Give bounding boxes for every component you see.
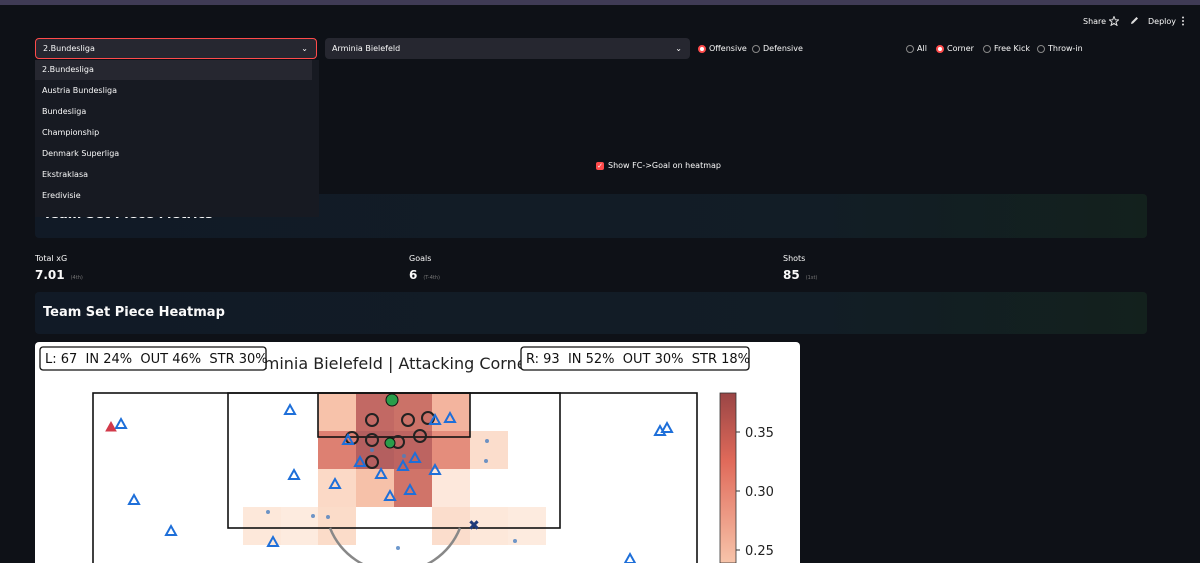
colorbar-tick: 0.35 [745, 426, 774, 441]
radio-dot[interactable] [936, 44, 944, 53]
metric-rank: (1st) [805, 275, 818, 281]
radio-label: Throw-in [1048, 44, 1083, 53]
league-option[interactable]: Austria Bundesliga [42, 86, 118, 95]
metric-label: Goals [409, 254, 432, 263]
heatmap-image: ✖ Arminia Bielefeld | Attacking Corners … [35, 342, 800, 563]
metric-rank: (4th) [70, 275, 83, 281]
chart-title: Arminia Bielefeld | Attacking Corners [246, 354, 541, 373]
top-strip [0, 0, 1200, 5]
metric-value: 7.01 (4th) [35, 268, 83, 282]
metric-value: 6 (T-4th) [409, 268, 440, 282]
right-stats-box: R: 93 IN 52% OUT 30% STR 18% [526, 352, 750, 367]
metric-label: Shots [783, 254, 806, 263]
league-option[interactable]: Eredivisie [42, 191, 81, 200]
radio-option[interactable]: Corner [936, 44, 974, 54]
league-option[interactable]: Championship [42, 128, 100, 137]
star-icon[interactable] [1109, 16, 1119, 26]
checkbox-label: Show FC->Goal on heatmap [608, 161, 721, 170]
league-option[interactable]: Bundesliga [42, 107, 87, 116]
metric-number: 7.01 [35, 268, 65, 282]
radio-dot[interactable] [698, 44, 706, 53]
league-option[interactable]: Ekstraklasa [42, 170, 89, 179]
radio-label: Corner [947, 44, 974, 53]
heatmap-section-header: Team Set Piece Heatmap [35, 292, 1147, 334]
colorbar-tick: 0.25 [745, 544, 774, 559]
radio-option[interactable]: Throw-in [1037, 44, 1083, 54]
league-select[interactable]: 2.Bundesliga ⌄ [35, 38, 317, 59]
team-select-value: Arminia Bielefeld [332, 44, 401, 53]
checkbox-box[interactable]: ✓ [596, 161, 604, 170]
league-option[interactable]: Denmark Superliga [42, 149, 120, 158]
metric-number: 85 [783, 268, 800, 282]
radio-dot[interactable] [983, 44, 991, 53]
svg-text:✖: ✖ [468, 518, 480, 534]
league-option[interactable]: 2.Bundesliga [35, 60, 312, 80]
radio-label: Offensive [709, 44, 747, 53]
metric-value: 85 (1st) [783, 268, 817, 282]
radio-option[interactable]: Free Kick [983, 44, 1030, 54]
share-button[interactable]: Share [1083, 17, 1107, 26]
radio-option[interactable]: All [906, 44, 927, 54]
deploy-button[interactable]: Deploy [1148, 17, 1177, 26]
metric-label: Total xG [35, 254, 68, 263]
menu-icon[interactable] [1181, 16, 1185, 26]
radio-dot[interactable] [1037, 44, 1045, 53]
metric-number: 6 [409, 268, 418, 282]
radio-dot[interactable] [752, 44, 760, 53]
radio-label: All [917, 44, 927, 53]
radio-dot[interactable] [906, 44, 914, 53]
radio-option[interactable]: Offensive [698, 44, 747, 54]
heatmap-section-title: Team Set Piece Heatmap [43, 305, 225, 320]
team-select[interactable]: Arminia Bielefeld ⌄ [325, 38, 690, 59]
league-dropdown: 2.Bundesliga Austria Bundesliga Bundesliga… [35, 60, 319, 217]
fc-goal-checkbox[interactable]: ✓ Show FC->Goal on heatmap [596, 161, 721, 171]
radio-label: Free Kick [994, 44, 1031, 53]
colorbar-tick: 0.30 [745, 485, 774, 500]
radio-label: Defensive [763, 44, 803, 53]
left-stats-box: L: 67 IN 24% OUT 46% STR 30% [45, 352, 268, 367]
league-select-value: 2.Bundesliga [43, 44, 95, 53]
edit-icon[interactable] [1130, 16, 1139, 25]
radio-option[interactable]: Defensive [752, 44, 803, 54]
metric-rank: (T-4th) [423, 275, 440, 281]
